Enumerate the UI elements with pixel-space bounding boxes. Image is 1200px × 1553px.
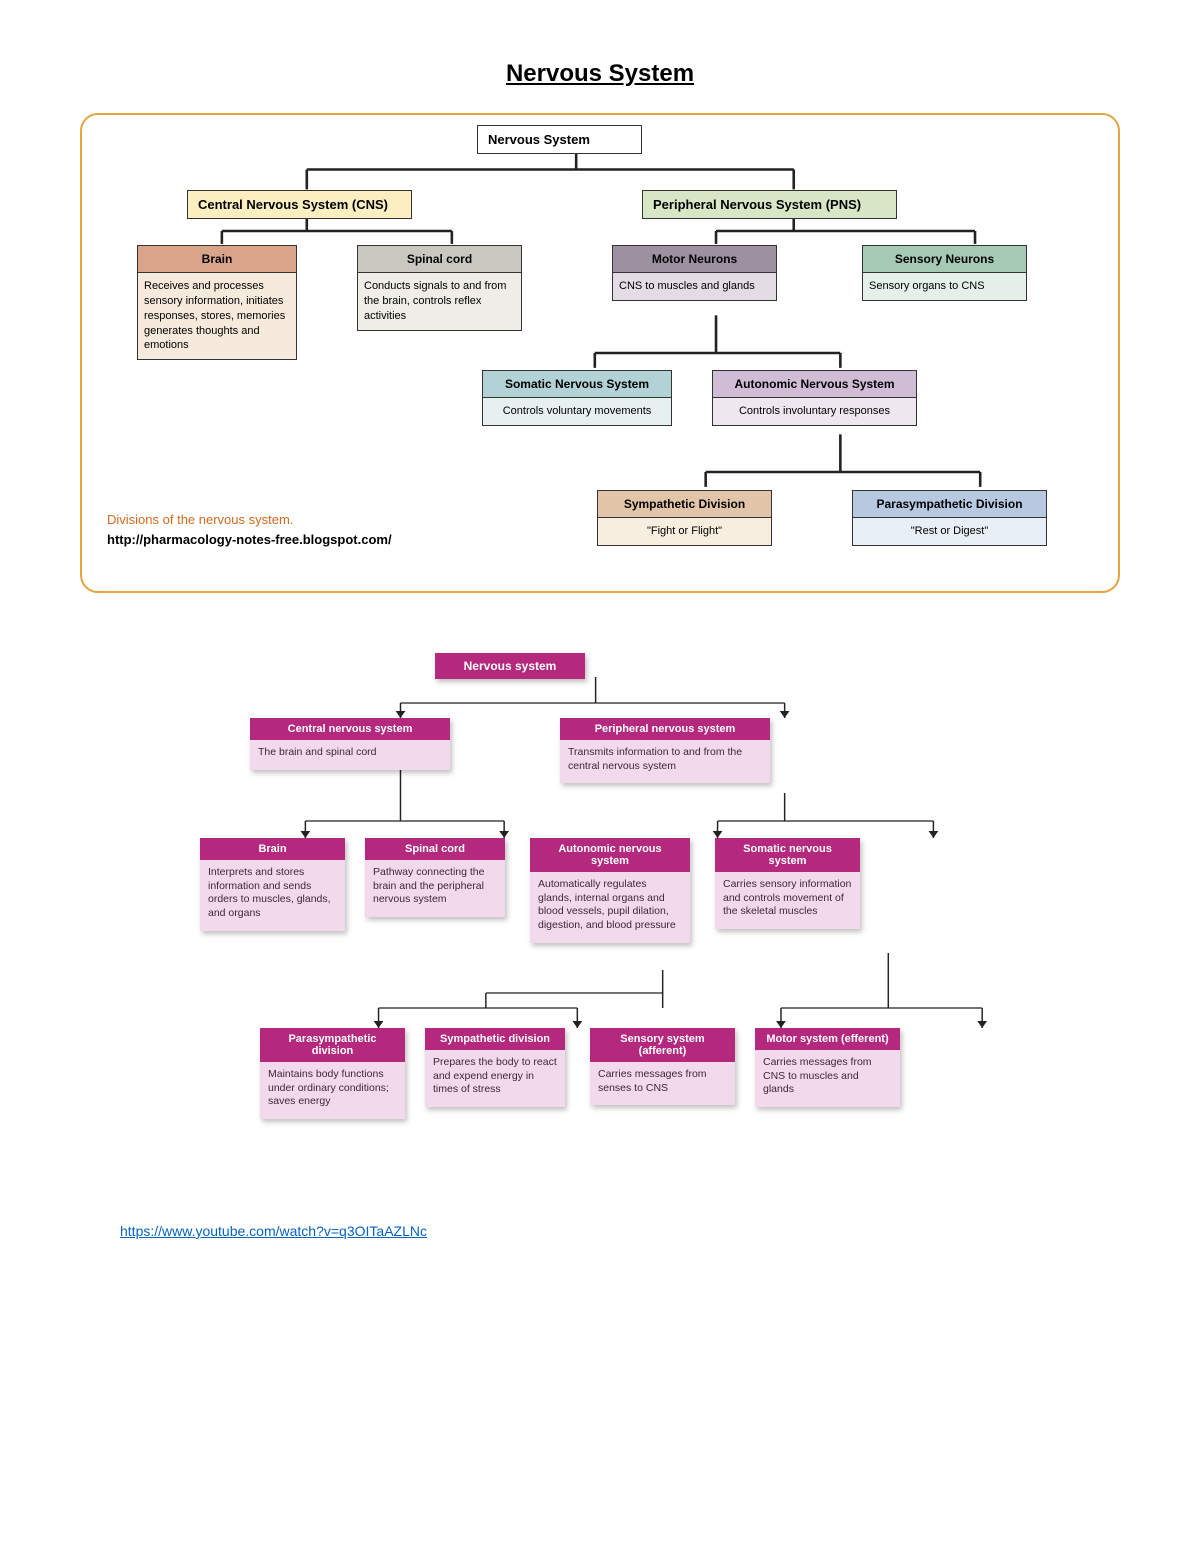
d1-somatic-header: Somatic Nervous System (482, 370, 672, 397)
d1-auto: Autonomic Nervous SystemControls involun… (712, 370, 917, 426)
d1-root: Nervous System (477, 125, 642, 154)
d1-motor-header: Motor Neurons (612, 245, 777, 272)
d2-cns-header: Central nervous system (250, 718, 450, 740)
d2-cns: Central nervous systemThe brain and spin… (250, 718, 450, 770)
d2-affer-body: Carries messages from senses to CNS (590, 1062, 735, 1105)
d2-affer-header: Sensory system (afferent) (590, 1028, 735, 1062)
d2-somat-header: Somatic nervous system (715, 838, 860, 872)
d2-auto-body: Automatically regulates glands, internal… (530, 872, 690, 943)
d1-spinal: Spinal cordConducts signals to and from … (357, 245, 522, 331)
d2-pns: Peripheral nervous systemTransmits infor… (560, 718, 770, 783)
d1-symp-header: Sympathetic Division (597, 490, 772, 517)
diagram-1: Nervous System Central Nervous System (CN… (80, 113, 1120, 593)
d2-para-header: Parasympathetic division (260, 1028, 405, 1062)
d1-pns: Peripheral Nervous System (PNS) (642, 190, 897, 219)
d2-effer-header: Motor system (efferent) (755, 1028, 900, 1050)
youtube-link[interactable]: https://www.youtube.com/watch?v=q3OITaAZ… (120, 1223, 427, 1239)
footer-link-wrap: https://www.youtube.com/watch?v=q3OITaAZ… (120, 1223, 1120, 1239)
d1-sensory-header: Sensory Neurons (862, 245, 1027, 272)
d1-auto-header: Autonomic Nervous System (712, 370, 917, 397)
d1-symp: Sympathetic Division"Fight or Flight" (597, 490, 772, 546)
d2-spinal-header: Spinal cord (365, 838, 505, 860)
d1-somatic: Somatic Nervous SystemControls voluntary… (482, 370, 672, 426)
d2-cns-body: The brain and spinal cord (250, 740, 450, 770)
d1-auto-body: Controls involuntary responses (712, 397, 917, 426)
d1-sensory-body: Sensory organs to CNS (862, 272, 1027, 301)
d2-symp-body: Prepares the body to react and expend en… (425, 1050, 565, 1107)
d2-pns-header: Peripheral nervous system (560, 718, 770, 740)
diagram-1-caption: Divisions of the nervous system.http://p… (107, 510, 392, 549)
d2-brain-header: Brain (200, 838, 345, 860)
d2-somat: Somatic nervous systemCarries sensory in… (715, 838, 860, 929)
d2-affer: Sensory system (afferent)Carries message… (590, 1028, 735, 1105)
d2-symp-header: Sympathetic division (425, 1028, 565, 1050)
d1-para-header: Parasympathetic Division (852, 490, 1047, 517)
d2-auto-header: Autonomic nervous system (530, 838, 690, 872)
d2-para: Parasympathetic divisionMaintains body f… (260, 1028, 405, 1119)
d1-somatic-body: Controls voluntary movements (482, 397, 672, 426)
d2-root: Nervous system (435, 653, 585, 679)
d1-brain-body: Receives and processes sensory informati… (137, 272, 297, 360)
d1-sensory: Sensory NeuronsSensory organs to CNS (862, 245, 1027, 301)
d2-brain-body: Interprets and stores information and se… (200, 860, 345, 931)
d1-brain: BrainReceives and processes sensory info… (137, 245, 297, 360)
d1-spinal-header: Spinal cord (357, 245, 522, 272)
d1-brain-header: Brain (137, 245, 297, 272)
page-title: Nervous System (80, 60, 1120, 88)
d2-somat-body: Carries sensory information and controls… (715, 872, 860, 929)
d1-motor: Motor NeuronsCNS to muscles and glands (612, 245, 777, 301)
d1-cns: Central Nervous System (CNS) (187, 190, 412, 219)
d2-auto: Autonomic nervous systemAutomatically re… (530, 838, 690, 943)
d2-para-body: Maintains body functions under ordinary … (260, 1062, 405, 1119)
d2-symp: Sympathetic divisionPrepares the body to… (425, 1028, 565, 1107)
d1-spinal-body: Conducts signals to and from the brain, … (357, 272, 522, 331)
d1-para-body: "Rest or Digest" (852, 517, 1047, 546)
d2-brain: BrainInterprets and stores information a… (200, 838, 345, 931)
d1-symp-body: "Fight or Flight" (597, 517, 772, 546)
d2-spinal: Spinal cordPathway connecting the brain … (365, 838, 505, 917)
d1-motor-body: CNS to muscles and glands (612, 272, 777, 301)
d2-spinal-body: Pathway connecting the brain and the per… (365, 860, 505, 917)
diagram-2: Nervous system Central nervous systemThe … (120, 653, 1120, 1193)
d1-para: Parasympathetic Division"Rest or Digest" (852, 490, 1047, 546)
d2-effer-body: Carries messages from CNS to muscles and… (755, 1050, 900, 1107)
d2-effer: Motor system (efferent)Carries messages … (755, 1028, 900, 1107)
d2-pns-body: Transmits information to and from the ce… (560, 740, 770, 783)
